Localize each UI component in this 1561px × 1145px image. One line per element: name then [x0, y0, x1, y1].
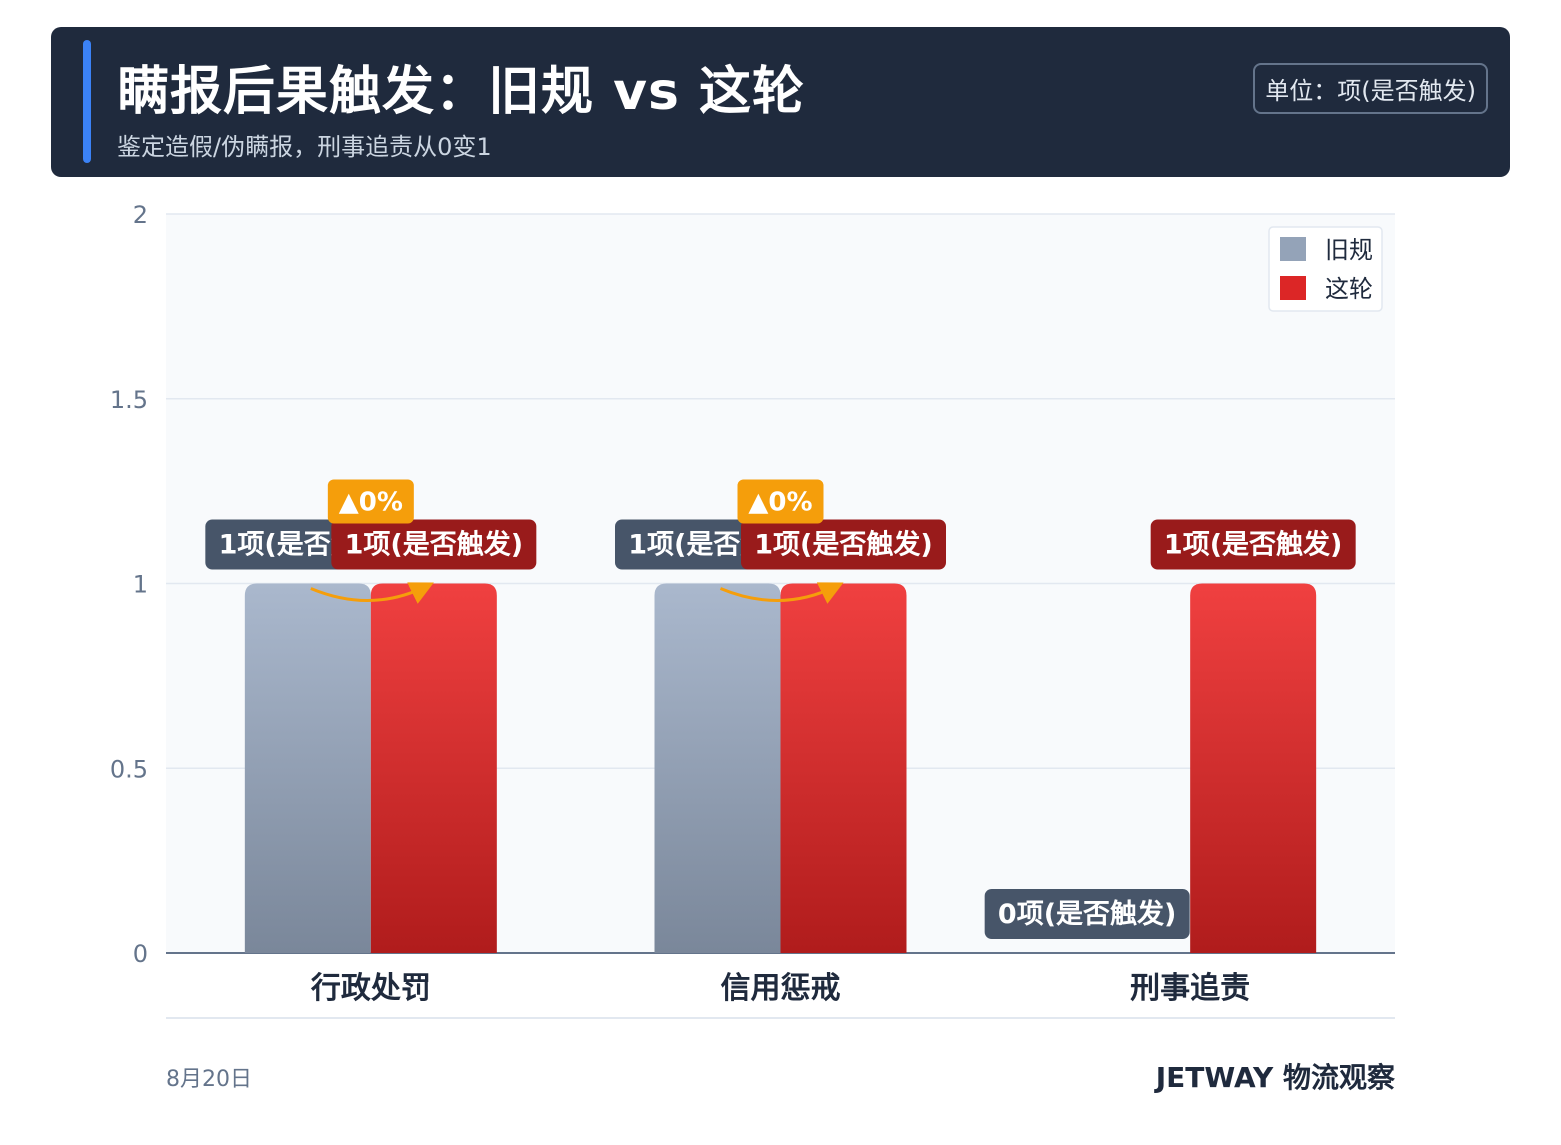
value-label-bg: [1150, 519, 1356, 570]
header-accent-bar: [83, 40, 91, 163]
change-badge-label: ▲0%: [748, 488, 812, 518]
header-banner: 瞒报后果触发：旧规 vs 这轮 鉴定造假/伪瞒报，刑事追责从0变1 单位：项(是…: [51, 27, 1510, 177]
change-badge-bg: [737, 479, 824, 524]
x-tick-label: 刑事追责: [1130, 971, 1250, 1006]
y-tick-label: 0.5: [110, 755, 148, 783]
value-label-bg: [741, 519, 946, 570]
footer-date: 8月20日: [166, 1067, 252, 1092]
value-label: 1项(是否触发): [754, 529, 932, 561]
legend-label: 旧规: [1325, 236, 1373, 264]
y-tick-label: 2: [133, 201, 148, 229]
bar-old: [244, 583, 371, 953]
value-label: 1项(是否触发): [1164, 529, 1342, 561]
unit-badge: 单位：项(是否触发): [1253, 63, 1488, 114]
change-arrow: [310, 582, 434, 604]
value-label: 0项(是否触发): [998, 898, 1176, 930]
legend-swatch: [1280, 276, 1306, 300]
change-arrow: [719, 582, 844, 604]
change-badge-bg: [327, 479, 414, 524]
footer-brand: JETWAY 物流观察: [1155, 1061, 1395, 1094]
legend-swatch: [1280, 237, 1306, 261]
change-badge-label: ▲0%: [339, 488, 403, 518]
value-label: 1项(是否触发): [345, 529, 523, 561]
bar-new: [370, 583, 497, 953]
bar-new: [1190, 583, 1317, 953]
y-tick-label: 1: [133, 571, 148, 599]
value-label-bg: [331, 519, 537, 570]
bar-old: [654, 583, 781, 953]
chart-subtitle: 鉴定造假/伪瞒报，刑事追责从0变1: [117, 133, 492, 161]
x-tick-label: 行政处罚: [310, 971, 431, 1006]
bar-new: [780, 583, 907, 953]
x-tick-label: 信用惩戒: [721, 971, 841, 1006]
chart-title: 瞒报后果触发：旧规 vs 这轮: [117, 62, 806, 122]
legend-label: 这轮: [1325, 275, 1373, 303]
value-label-bg: [984, 889, 1190, 939]
y-tick-label: 0: [133, 940, 148, 968]
y-tick-label: 1.5: [110, 386, 148, 414]
